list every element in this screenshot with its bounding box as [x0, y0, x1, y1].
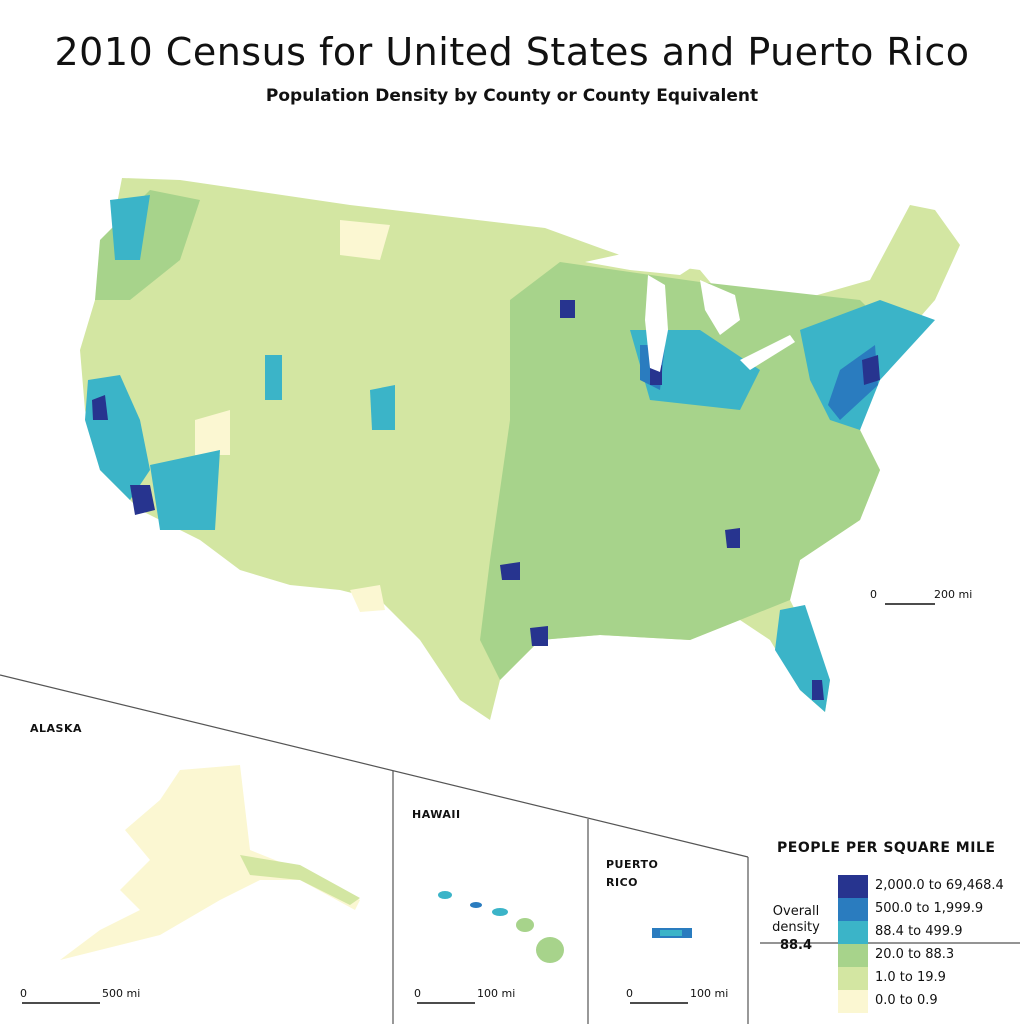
- seattle: [110, 195, 150, 260]
- hawaii: [438, 891, 564, 963]
- sf-bay: [92, 395, 108, 420]
- island: [536, 937, 564, 963]
- legend-label: 500.0 to 1,999.9: [875, 901, 984, 916]
- miami: [812, 680, 824, 700]
- legend-swatch: [838, 921, 868, 944]
- inset-label: PUERTO RICO: [606, 858, 659, 889]
- puerto-rico-core: [660, 930, 682, 936]
- legend-label: 1.0 to 19.9: [875, 970, 946, 985]
- alaska-se: [240, 855, 360, 905]
- new-york: [862, 355, 880, 385]
- contiguous-us: [80, 178, 960, 720]
- subtitle: Population Density by County or County E…: [265, 86, 759, 106]
- scale-zero: 0: [626, 987, 633, 1000]
- minneapolis: [560, 300, 575, 318]
- island: [470, 902, 482, 908]
- denver: [370, 385, 395, 430]
- overall-value: 88.4: [779, 938, 813, 953]
- legend-swatch: [838, 967, 868, 990]
- dallas: [500, 562, 520, 580]
- scale-distance: 200 mi: [934, 588, 973, 601]
- empty-west: [340, 220, 390, 260]
- legend-swatch: [838, 990, 868, 1013]
- lake-superior: [585, 250, 700, 275]
- lake-michigan: [645, 275, 668, 372]
- divider: [0, 674, 749, 858]
- island: [516, 918, 534, 932]
- scale-distance: 500 mi: [102, 987, 141, 1000]
- lake-erie: [740, 335, 795, 370]
- scale-zero: 0: [870, 588, 877, 601]
- inset-label: HAWAII: [412, 808, 461, 821]
- east-region: [480, 262, 890, 680]
- legend-label: 20.0 to 88.3: [875, 947, 955, 962]
- scale-zero: 0: [414, 987, 421, 1000]
- scale-distance: 100 mi: [690, 987, 729, 1000]
- empty-tx: [350, 585, 385, 612]
- lake-huron: [700, 280, 740, 335]
- inset-label: ALASKA: [30, 722, 82, 735]
- salt-lake: [265, 355, 282, 400]
- legend-label: 88.4 to 499.9: [875, 924, 963, 939]
- island: [492, 908, 508, 916]
- legend-label: 0.0 to 0.9: [875, 993, 938, 1008]
- arizona: [150, 450, 220, 530]
- legend-swatch: [838, 875, 868, 898]
- legend-swatches: [838, 875, 868, 1013]
- pacific-nw: [95, 190, 200, 300]
- legend-title: PEOPLE PER SQUARE MILE: [777, 840, 996, 856]
- scale-zero: 0: [20, 987, 27, 1000]
- title: 2010 Census for United States and Puerto…: [54, 30, 970, 74]
- overall-label: Overall density: [772, 904, 820, 935]
- legend-swatch: [838, 898, 868, 921]
- alaska: [60, 765, 360, 960]
- island: [438, 891, 452, 899]
- atlanta: [725, 528, 740, 548]
- legend-label: 2,000.0 to 69,468.4: [875, 878, 1004, 893]
- scale-distance: 100 mi: [477, 987, 516, 1000]
- empty-nevada: [195, 410, 230, 455]
- los-angeles: [130, 485, 155, 515]
- legend-swatch: [838, 944, 868, 967]
- houston: [530, 626, 548, 646]
